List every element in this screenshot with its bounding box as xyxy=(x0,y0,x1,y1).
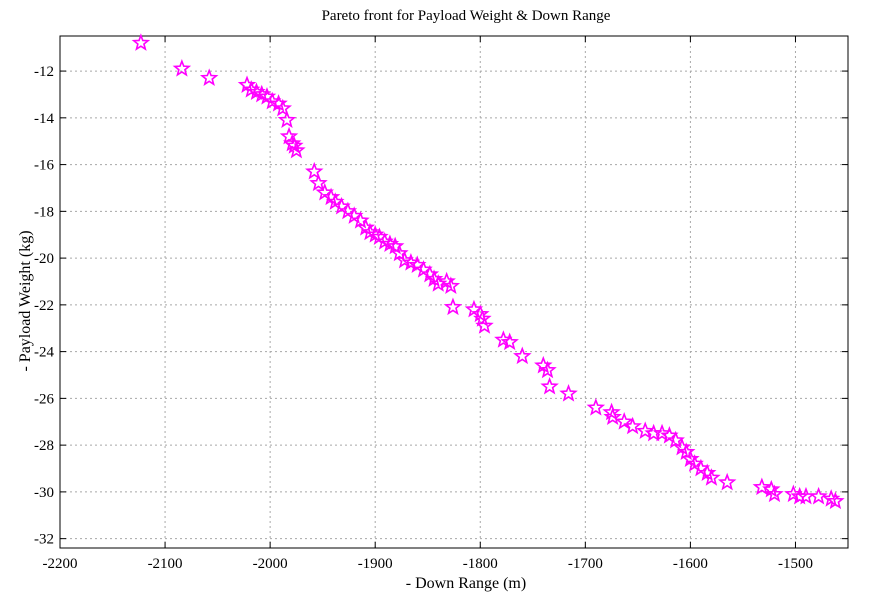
data-point xyxy=(441,276,461,295)
y-tick-label: -26 xyxy=(34,391,54,407)
data-point xyxy=(623,416,642,435)
grid-lines xyxy=(59,36,848,548)
y-tick-label: -16 xyxy=(34,158,54,174)
data-point xyxy=(475,316,494,334)
data-point xyxy=(652,423,672,442)
data-point xyxy=(252,84,271,103)
data-point xyxy=(717,472,737,491)
data-point xyxy=(602,402,621,421)
data-point xyxy=(282,133,302,152)
data-point xyxy=(471,304,490,323)
data-point xyxy=(321,187,341,206)
data-point xyxy=(273,98,293,117)
data-point xyxy=(826,491,845,510)
data-point xyxy=(437,271,456,290)
data-point xyxy=(676,442,696,461)
data-points xyxy=(131,33,845,510)
data-point xyxy=(702,468,721,486)
data-point xyxy=(390,243,409,262)
data-point xyxy=(305,161,324,180)
data-point xyxy=(287,140,306,159)
data-point xyxy=(420,264,440,283)
x-tick-label: -1600 xyxy=(673,556,708,572)
x-tick-label: -2100 xyxy=(148,556,183,572)
x-tick-label: -2000 xyxy=(253,556,288,572)
data-point xyxy=(762,479,781,498)
data-point xyxy=(247,82,266,100)
data-point xyxy=(285,136,304,154)
data-point xyxy=(241,80,261,98)
data-point xyxy=(790,486,809,505)
data-point xyxy=(681,449,700,468)
data-point xyxy=(380,234,400,252)
data-point xyxy=(237,75,257,93)
data-point xyxy=(277,110,297,129)
data-point xyxy=(385,236,405,255)
plot-area-frame xyxy=(59,35,849,549)
data-point xyxy=(424,269,444,288)
y-tick-label: -20 xyxy=(34,251,54,267)
data-point xyxy=(559,383,578,402)
data-point xyxy=(360,222,380,241)
data-point xyxy=(356,217,376,236)
x-tick-label: -1500 xyxy=(778,556,813,572)
data-point xyxy=(131,33,151,51)
data-point xyxy=(199,68,219,86)
x-tick-label: -1900 xyxy=(358,556,393,572)
data-point xyxy=(765,484,784,503)
y-tick-label: -18 xyxy=(34,204,54,220)
y-tick-label: -32 xyxy=(34,532,54,548)
data-point xyxy=(672,437,692,456)
data-point xyxy=(538,360,557,379)
x-tick-label: -1700 xyxy=(568,556,603,572)
data-point xyxy=(635,421,655,439)
data-point xyxy=(513,346,532,365)
axis-ticks: -2200 -2100 -2000 -1900 -1800 -1700 -1600 -1500… xyxy=(34,36,848,572)
data-point xyxy=(752,477,772,496)
data-point xyxy=(428,274,448,292)
x-axis-label: - Down Range (m) xyxy=(406,575,526,592)
x-tick-label: -2200 xyxy=(43,556,78,572)
data-point xyxy=(269,94,288,112)
data-point xyxy=(614,412,634,430)
data-point xyxy=(375,232,394,250)
data-point xyxy=(279,126,299,145)
data-point xyxy=(603,407,622,425)
data-point xyxy=(697,463,717,482)
y-tick-label: -22 xyxy=(34,298,54,314)
chart-title: Pareto front for Payload Weight & Down R… xyxy=(322,8,611,24)
data-point xyxy=(666,430,685,449)
data-point xyxy=(809,486,828,505)
data-point xyxy=(309,173,328,192)
y-tick-label: -14 xyxy=(34,111,54,127)
y-tick-label: -12 xyxy=(34,64,54,80)
data-point xyxy=(172,58,192,77)
data-point xyxy=(586,397,606,416)
y-tick-label: -28 xyxy=(34,438,54,454)
data-point xyxy=(443,297,463,316)
y-tick-label: -24 xyxy=(34,345,54,361)
data-point xyxy=(351,210,370,229)
data-point xyxy=(534,355,553,374)
data-point xyxy=(500,332,519,351)
y-axis-label: - Payload Weight (kg) xyxy=(17,230,34,371)
y-tick-label: -30 xyxy=(34,485,54,501)
data-point xyxy=(540,376,559,395)
x-tick-label: -1800 xyxy=(463,556,498,572)
